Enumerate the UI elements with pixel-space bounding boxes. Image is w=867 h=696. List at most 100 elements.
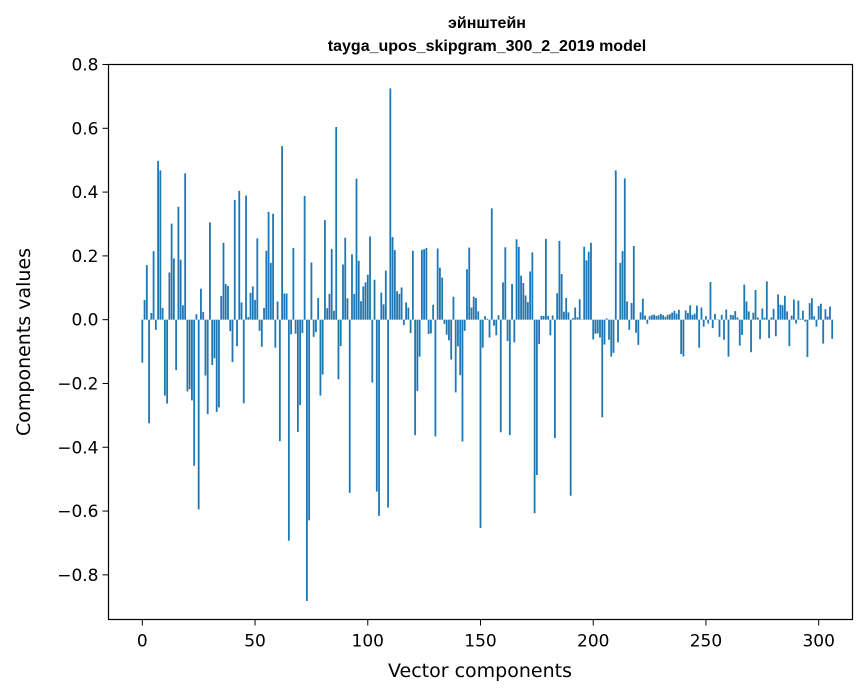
bar-206 xyxy=(605,318,608,320)
bar-4 xyxy=(150,312,153,320)
bar-62 xyxy=(281,146,283,320)
bar-131 xyxy=(436,248,439,320)
bar-259 xyxy=(725,309,728,320)
bar-245 xyxy=(693,313,696,320)
bar-276 xyxy=(763,317,766,320)
chart-subtitle: tayga_upos_skipgram_300_2_2019 model xyxy=(328,38,646,55)
bar-130 xyxy=(434,319,437,437)
bar-191 xyxy=(572,318,574,320)
bar-281 xyxy=(774,319,777,337)
bar-12 xyxy=(168,272,171,320)
bar-141 xyxy=(459,319,462,376)
chart-title: эйнштейн xyxy=(448,15,526,32)
bar-218 xyxy=(632,245,635,320)
bar-79 xyxy=(319,319,322,396)
bar-47 xyxy=(247,317,250,320)
bar-213 xyxy=(621,251,624,320)
bar-246 xyxy=(696,305,698,320)
bar-48 xyxy=(249,292,252,320)
bar-103 xyxy=(373,279,376,320)
bar-282 xyxy=(777,294,779,320)
bar-1 xyxy=(143,299,146,320)
bar-249 xyxy=(702,319,705,327)
bar-122 xyxy=(416,319,419,392)
bar-262 xyxy=(732,315,734,320)
bar-29 xyxy=(206,319,209,415)
bar-83 xyxy=(328,293,331,320)
bar-223 xyxy=(644,315,646,320)
bar-123 xyxy=(418,319,421,357)
bar-38 xyxy=(227,285,229,320)
bar-44 xyxy=(240,302,243,320)
bar-166 xyxy=(515,239,518,320)
bar-67 xyxy=(292,247,295,320)
bar-227 xyxy=(653,314,655,320)
bar-97 xyxy=(360,301,362,320)
bar-85 xyxy=(333,310,335,320)
bar-124 xyxy=(420,249,423,320)
bar-15 xyxy=(175,319,178,371)
bar-158 xyxy=(497,315,500,320)
y-tick-label: −0.6 xyxy=(57,502,98,522)
bar-50 xyxy=(254,299,256,320)
bar-93 xyxy=(351,254,353,320)
bar-267 xyxy=(743,284,746,320)
bar-200 xyxy=(592,319,595,340)
bar-94 xyxy=(353,293,356,320)
bar-257 xyxy=(720,314,723,320)
bar-89 xyxy=(342,264,344,320)
y-tick-label: 0.0 xyxy=(71,311,98,331)
bar-147 xyxy=(472,296,475,320)
bar-66 xyxy=(290,319,293,335)
bar-283 xyxy=(779,304,782,320)
bar-228 xyxy=(655,315,658,320)
bar-207 xyxy=(608,319,610,340)
bar-180 xyxy=(547,315,550,320)
bar-205 xyxy=(603,319,606,345)
bar-20 xyxy=(186,319,189,392)
bar-53 xyxy=(260,319,263,347)
bar-146 xyxy=(470,307,473,320)
bar-159 xyxy=(499,319,502,433)
bar-199 xyxy=(590,242,592,320)
bar-234 xyxy=(668,314,671,320)
bar-107 xyxy=(382,304,385,320)
bar-37 xyxy=(224,283,227,320)
bar-139 xyxy=(454,319,457,393)
plot-frame xyxy=(107,63,854,621)
bar-274 xyxy=(759,319,761,340)
bar-68 xyxy=(294,319,297,334)
bar-179 xyxy=(544,238,547,320)
bar-160 xyxy=(502,282,504,320)
bar-203 xyxy=(599,319,601,338)
bar-125 xyxy=(423,249,426,320)
y-tick-label: 0.2 xyxy=(71,247,98,267)
bar-242 xyxy=(687,312,689,320)
bar-300 xyxy=(817,305,820,320)
bar-182 xyxy=(551,315,554,320)
bars-group xyxy=(141,88,834,601)
bar-138 xyxy=(452,296,455,320)
bar-157 xyxy=(495,319,498,336)
bar-305 xyxy=(829,306,831,320)
bar-236 xyxy=(673,310,676,320)
bar-113 xyxy=(396,291,398,320)
bar-35 xyxy=(220,296,223,320)
bar-145 xyxy=(468,247,471,320)
bar-65 xyxy=(287,319,290,541)
bar-164 xyxy=(511,283,513,320)
bar-173 xyxy=(531,252,534,320)
bar-5 xyxy=(152,251,155,320)
bar-87 xyxy=(337,319,340,380)
bar-290 xyxy=(795,319,798,324)
bar-219 xyxy=(635,319,637,333)
bar-169 xyxy=(522,282,525,320)
bar-118 xyxy=(407,307,410,320)
bar-214 xyxy=(623,178,626,320)
bar-126 xyxy=(425,247,428,320)
bar-256 xyxy=(718,319,721,337)
bar-10 xyxy=(163,319,166,396)
bar-231 xyxy=(662,315,665,320)
y-tick-label: 0.6 xyxy=(71,119,98,139)
bar-28 xyxy=(204,319,207,376)
